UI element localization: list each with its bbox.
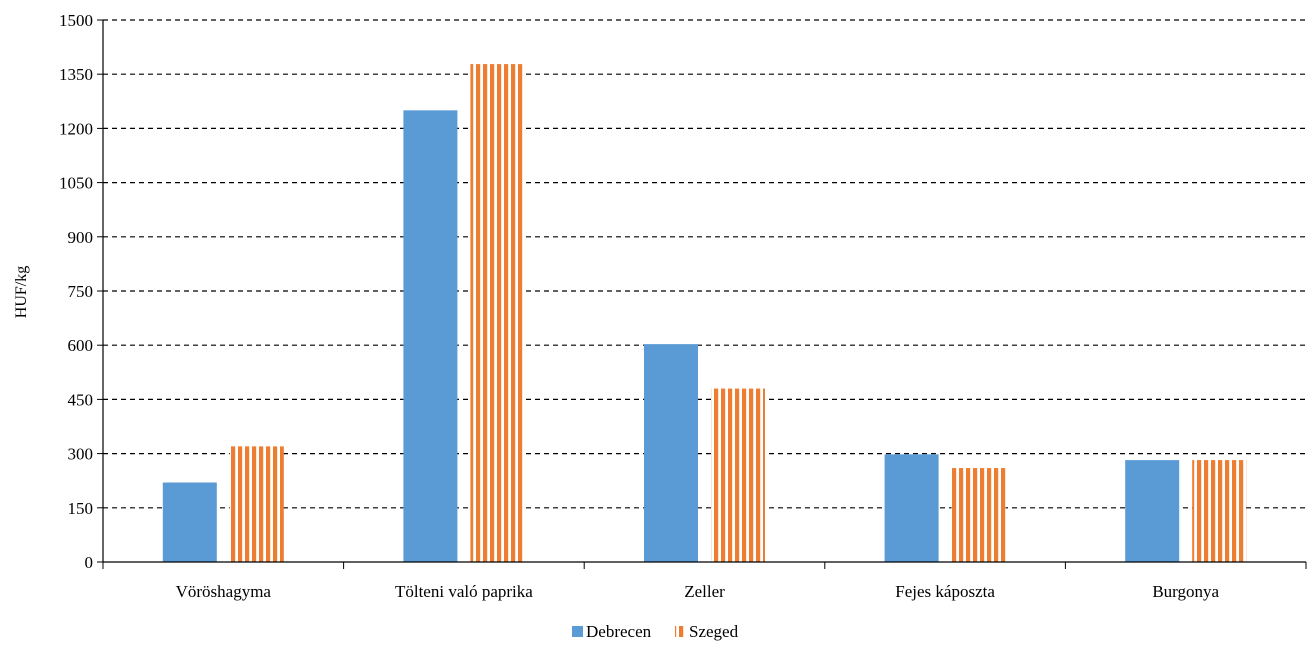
x-tick-label: Fejes káposzta <box>895 582 995 601</box>
x-tick-label: Tölteni való paprika <box>395 582 533 601</box>
y-tick-label: 1050 <box>59 174 93 193</box>
bar-debrecen-1 <box>403 110 458 562</box>
x-tick-label: Zeller <box>684 582 725 601</box>
y-tick-labels: 0 150 300 450 600 750 900 1050 1200 1350 1500 <box>59 11 93 572</box>
axes <box>102 20 1307 569</box>
y-tick-label: 1500 <box>59 11 93 30</box>
x-tick-label: Vöröshagyma <box>176 582 272 601</box>
y-tick-label: 300 <box>68 445 94 464</box>
y-tick-label: 750 <box>68 282 94 301</box>
bar-szeged-2 <box>711 388 765 562</box>
legend-swatch-szeged <box>675 626 686 637</box>
x-tick-labels: Vöröshagyma Tölteni való paprika Zeller Fej… <box>176 582 1220 601</box>
bars <box>162 64 1247 562</box>
bar-szeged-0 <box>229 446 284 562</box>
y-tick-label: 0 <box>85 553 94 572</box>
y-tick-label: 150 <box>68 499 94 518</box>
legend-swatch-debrecen <box>572 626 583 637</box>
legend-label-szeged: Szeged <box>689 622 739 641</box>
x-tick-label: Burgonya <box>1152 582 1219 601</box>
y-tick-label: 1350 <box>59 65 93 84</box>
bar-debrecen-0 <box>162 482 217 562</box>
y-tick-label: 450 <box>68 390 94 409</box>
y-axis-label: HUF/kg <box>13 266 30 318</box>
y-tick-label: 600 <box>68 336 94 355</box>
y-tick-label: 1200 <box>59 119 93 138</box>
legend-label-debrecen: Debrecen <box>586 622 652 641</box>
bar-debrecen-2 <box>644 344 698 562</box>
legend: Debrecen Szeged <box>572 622 739 641</box>
bar-szeged-1 <box>470 64 525 562</box>
grid-lines <box>97 19 1306 563</box>
bar-debrecen-4 <box>1125 460 1180 562</box>
bar-szeged-3 <box>951 468 1006 562</box>
bar-szeged-4 <box>1192 460 1247 562</box>
y-tick-label: 900 <box>68 228 94 247</box>
bar-debrecen-3 <box>884 454 939 562</box>
